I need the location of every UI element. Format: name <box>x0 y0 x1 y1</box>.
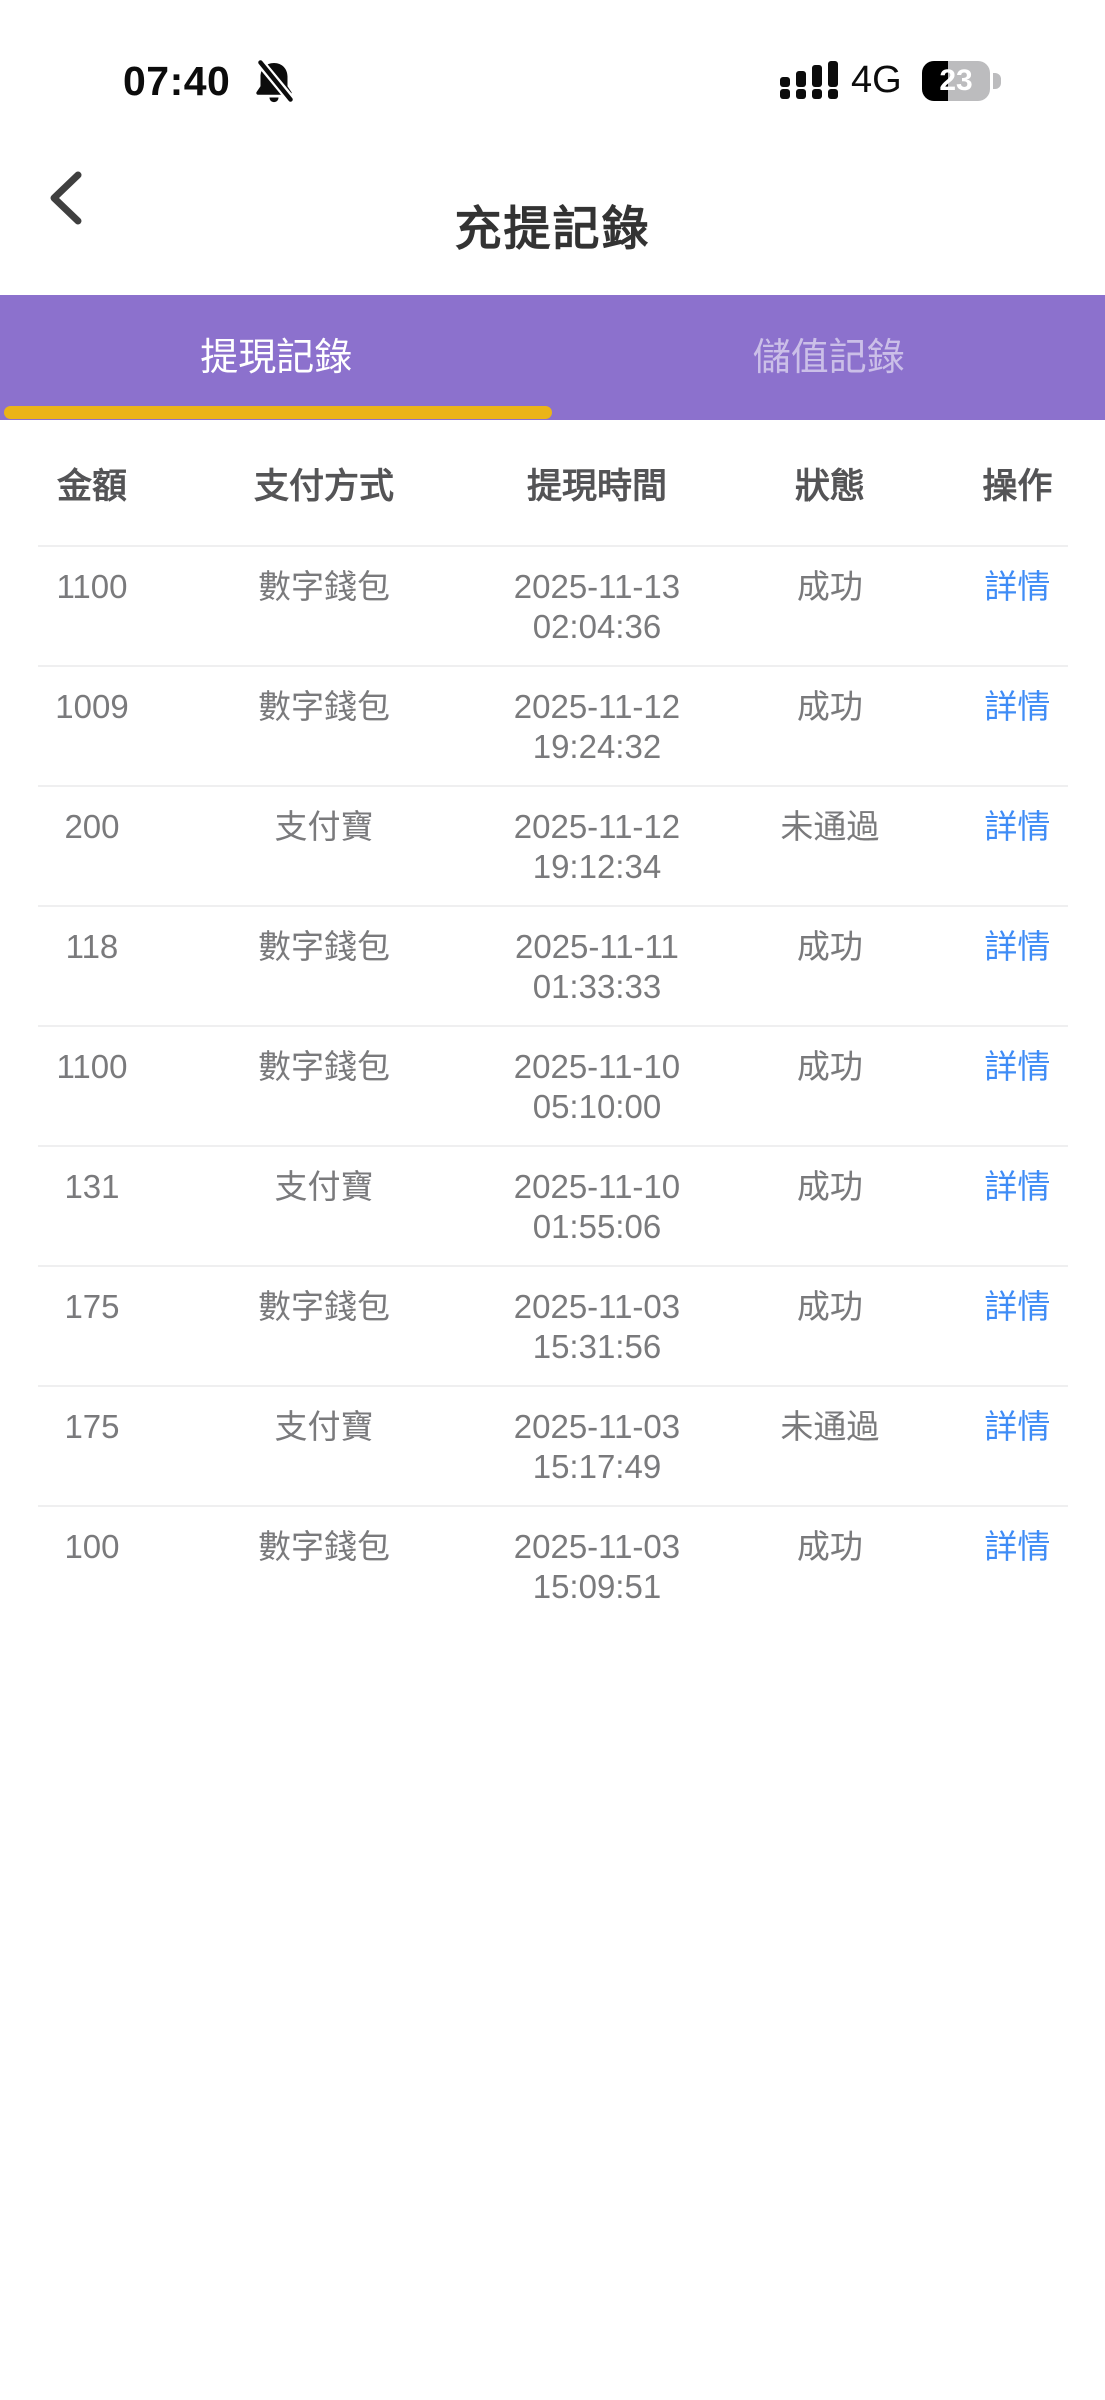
date-line: 2025-11-03 <box>513 1408 681 1445</box>
time-cell: 2025-11-11 01:33:33 <box>464 927 730 1007</box>
time-line: 05:10:00 <box>532 1088 662 1125</box>
table-row: 131 支付寶 2025-11-10 01:55:06 成功 詳情 <box>0 1147 1105 1267</box>
column-header-status: 狀態 <box>794 467 865 506</box>
status-cell: 成功 <box>796 1048 863 1085</box>
detail-link[interactable]: 詳情 <box>984 688 1051 725</box>
table-row: 175 數字錢包 2025-11-03 15:31:56 成功 詳情 <box>0 1267 1105 1387</box>
tab-bar: 提現記錄 儲值記錄 <box>0 295 1105 420</box>
cellular-signal-icon <box>780 61 838 99</box>
date-line: 2025-11-12 <box>513 808 681 845</box>
table-row: 118 數字錢包 2025-11-11 01:33:33 成功 詳情 <box>0 907 1105 1027</box>
page-title: 充提記錄 <box>454 202 651 255</box>
amount-cell: 131 <box>64 1168 120 1205</box>
date-line: 2025-11-12 <box>513 688 681 725</box>
amount-cell: 100 <box>64 1528 120 1565</box>
method-cell: 支付寶 <box>274 1408 374 1445</box>
column-header-time: 提現時間 <box>526 467 667 506</box>
table-row: 100 數字錢包 2025-11-03 15:09:51 成功 詳情 <box>0 1507 1105 1627</box>
date-line: 2025-11-13 <box>513 568 681 605</box>
status-cell: 未通過 <box>780 1408 880 1445</box>
table-row: 1009 數字錢包 2025-11-12 19:24:32 成功 詳情 <box>0 667 1105 787</box>
time-line: 02:04:36 <box>532 608 662 645</box>
time-cell: 2025-11-03 15:09:51 <box>464 1527 730 1607</box>
date-line: 2025-11-10 <box>513 1168 681 1205</box>
amount-cell: 175 <box>64 1408 120 1445</box>
method-cell: 數字錢包 <box>258 568 391 605</box>
table-header-row: 金額 支付方式 提現時間 狀態 操作 <box>0 420 1105 547</box>
amount-cell: 1100 <box>56 1048 128 1085</box>
time-line: 15:09:51 <box>532 1568 662 1605</box>
clock: 07:40 <box>123 58 231 104</box>
time-line: 19:24:32 <box>532 728 662 765</box>
table-row: 1100 數字錢包 2025-11-10 05:10:00 成功 詳情 <box>0 1027 1105 1147</box>
table-row: 1100 數字錢包 2025-11-13 02:04:36 成功 詳情 <box>0 547 1105 667</box>
method-cell: 數字錢包 <box>258 928 391 965</box>
time-line: 01:33:33 <box>532 968 662 1005</box>
status-cell: 成功 <box>796 688 863 725</box>
battery-fill <box>922 61 948 101</box>
time-line: 01:55:06 <box>532 1208 662 1245</box>
status-cell: 成功 <box>796 928 863 965</box>
time-cell: 2025-11-10 05:10:00 <box>464 1047 730 1127</box>
battery-nub <box>993 73 1001 89</box>
status-cell: 成功 <box>796 1288 863 1325</box>
table-body: 1100 數字錢包 2025-11-13 02:04:36 成功 詳情 1009… <box>0 547 1105 1627</box>
status-cell: 成功 <box>796 1528 863 1565</box>
battery-icon: 23 <box>922 61 990 101</box>
column-header-action: 操作 <box>982 467 1053 506</box>
column-header-amount: 金額 <box>56 467 127 506</box>
time-cell: 2025-11-03 15:31:56 <box>464 1287 730 1367</box>
nav-header: 充提記錄 <box>0 140 1105 295</box>
method-cell: 數字錢包 <box>258 1288 391 1325</box>
withdrawal-records-table: 金額 支付方式 提現時間 狀態 操作 1100 數字錢包 2025-11-13 … <box>0 420 1105 1627</box>
amount-cell: 200 <box>64 808 120 845</box>
tab-withdrawal-records[interactable]: 提現記錄 <box>200 337 353 379</box>
time-cell: 2025-11-10 01:55:06 <box>464 1167 730 1247</box>
notifications-muted-icon <box>255 60 296 104</box>
amount-cell: 1100 <box>56 568 128 605</box>
amount-cell: 175 <box>64 1288 120 1325</box>
table-row: 175 支付寶 2025-11-03 15:17:49 未通過 詳情 <box>0 1387 1105 1507</box>
date-line: 2025-11-10 <box>513 1048 681 1085</box>
detail-link[interactable]: 詳情 <box>984 1168 1051 1205</box>
method-cell: 數字錢包 <box>258 1048 391 1085</box>
detail-link[interactable]: 詳情 <box>984 1528 1051 1565</box>
amount-cell: 118 <box>65 928 119 965</box>
status-cell: 成功 <box>796 1168 863 1205</box>
detail-link[interactable]: 詳情 <box>984 1408 1051 1445</box>
time-cell: 2025-11-03 15:17:49 <box>464 1407 730 1487</box>
tab-deposit-records[interactable]: 儲值記錄 <box>752 337 905 379</box>
detail-link[interactable]: 詳情 <box>984 808 1051 845</box>
time-line: 15:31:56 <box>532 1328 662 1365</box>
date-line: 2025-11-11 <box>515 928 679 965</box>
back-button[interactable] <box>40 168 92 228</box>
time-cell: 2025-11-13 02:04:36 <box>464 567 730 647</box>
detail-link[interactable]: 詳情 <box>984 1048 1051 1085</box>
battery-percent-label: 23 <box>939 64 973 97</box>
status-bar: 07:40 4G 23 <box>0 0 1105 140</box>
column-header-method: 支付方式 <box>254 467 395 506</box>
table-row: 200 支付寶 2025-11-12 19:12:34 未通過 詳情 <box>0 787 1105 907</box>
detail-link[interactable]: 詳情 <box>984 568 1051 605</box>
date-line: 2025-11-03 <box>513 1288 681 1325</box>
method-cell: 支付寶 <box>274 808 374 845</box>
time-line: 19:12:34 <box>532 848 662 885</box>
date-line: 2025-11-03 <box>513 1528 681 1565</box>
amount-cell: 1009 <box>55 688 129 725</box>
status-cell: 成功 <box>796 568 863 605</box>
active-tab-indicator <box>4 406 552 419</box>
time-line: 15:17:49 <box>532 1448 662 1485</box>
time-cell: 2025-11-12 19:24:32 <box>464 687 730 767</box>
method-cell: 支付寶 <box>274 1168 374 1205</box>
detail-link[interactable]: 詳情 <box>984 928 1051 965</box>
network-type-label: 4G <box>851 59 902 101</box>
method-cell: 數字錢包 <box>258 688 391 725</box>
status-cell: 未通過 <box>780 808 880 845</box>
detail-link[interactable]: 詳情 <box>984 1288 1051 1325</box>
method-cell: 數字錢包 <box>258 1528 391 1565</box>
time-cell: 2025-11-12 19:12:34 <box>464 807 730 887</box>
